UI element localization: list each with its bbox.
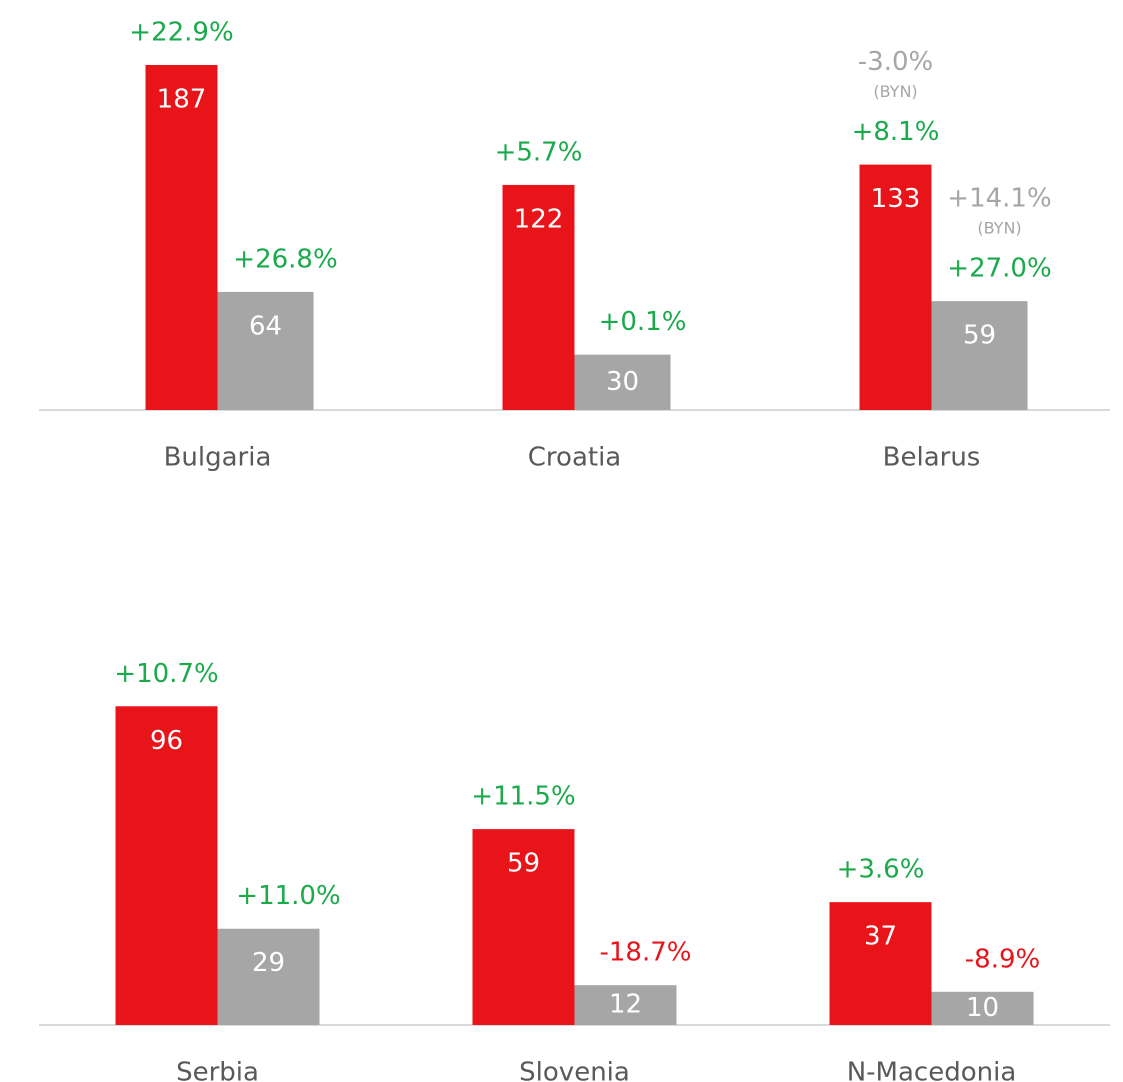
value-label: 37 — [864, 922, 897, 952]
local-note: (BYN) — [873, 82, 917, 101]
value-label: 29 — [252, 948, 285, 978]
value-label: 59 — [507, 849, 540, 879]
value-label: 187 — [157, 84, 207, 114]
bar — [931, 991, 1034, 1025]
category-label: Belarus — [883, 443, 981, 473]
bar — [829, 902, 932, 1025]
change-label: +11.0% — [236, 881, 340, 911]
category-label: N-Macedonia — [847, 1058, 1017, 1082]
change-label: +27.0% — [947, 254, 1051, 284]
value-label: 64 — [249, 311, 282, 341]
change-label: +10.7% — [114, 659, 218, 689]
bar — [859, 164, 932, 410]
value-label: 30 — [606, 367, 639, 397]
local-change-label: +14.1% — [947, 184, 1051, 214]
change-label: +22.9% — [129, 17, 233, 47]
value-label: 12 — [609, 990, 642, 1020]
bar — [145, 64, 218, 411]
value-label: 96 — [150, 726, 183, 756]
bar — [574, 354, 671, 410]
category-label: Bulgaria — [164, 443, 272, 473]
bar — [217, 928, 320, 1025]
change-label: -8.9% — [965, 944, 1040, 974]
category-label: Croatia — [528, 443, 621, 473]
category-label: Serbia — [176, 1058, 259, 1082]
bar — [931, 301, 1028, 410]
value-label: 10 — [966, 993, 999, 1023]
change-label: -18.7% — [600, 938, 692, 968]
bar — [217, 291, 314, 410]
value-label: 133 — [871, 184, 921, 214]
value-label: 122 — [514, 204, 564, 234]
change-label: +3.6% — [837, 855, 925, 885]
change-label: +11.5% — [471, 782, 575, 812]
bar — [502, 184, 575, 410]
change-label: +0.1% — [599, 307, 687, 337]
change-label: +8.1% — [852, 117, 940, 147]
value-label: 59 — [963, 321, 996, 351]
bar — [574, 985, 677, 1025]
local-change-label: -3.0% — [858, 47, 933, 77]
local-note: (BYN) — [977, 219, 1021, 238]
bar — [472, 829, 575, 1025]
category-label: Slovenia — [519, 1058, 630, 1082]
change-label: +5.7% — [495, 137, 583, 167]
change-label: +26.8% — [233, 244, 337, 274]
bar — [115, 706, 218, 1025]
